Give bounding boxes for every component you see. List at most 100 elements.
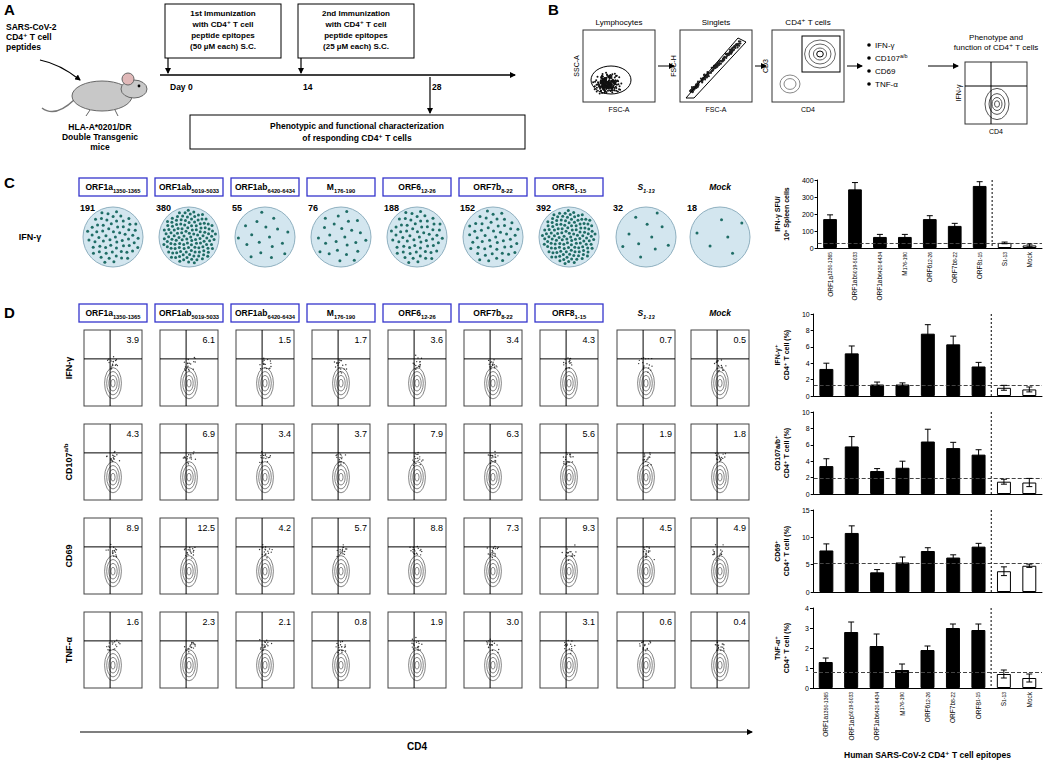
svg-text:7.9: 7.9 <box>430 429 443 439</box>
svg-text:ORF1a: ORF1a <box>827 276 834 297</box>
svg-text:IFN-γ: IFN-γ <box>955 84 963 102</box>
svg-text:5019-5033: 5019-5033 <box>848 692 854 716</box>
svg-text:6.3: 6.3 <box>506 429 519 439</box>
svg-text:6.9: 6.9 <box>202 429 215 439</box>
svg-text:200: 200 <box>802 211 814 218</box>
svg-text:Human SARS-CoV-2 CD4⁺ T cell e: Human SARS-CoV-2 CD4⁺ T cell epitopes <box>844 750 1011 760</box>
svg-text:2: 2 <box>805 645 809 652</box>
svg-text:400: 400 <box>802 177 814 184</box>
svg-text:14: 14 <box>303 82 313 92</box>
svg-text:300: 300 <box>802 194 814 201</box>
svg-text:FSC-H: FSC-H <box>670 55 677 76</box>
svg-text:M176-190: M176-190 <box>327 182 355 194</box>
svg-text:4: 4 <box>805 605 809 612</box>
svg-text:3.6: 3.6 <box>430 335 443 345</box>
svg-text:4: 4 <box>806 458 810 465</box>
svg-text:10⁶ Spleen cells: 10⁶ Spleen cells <box>783 187 791 241</box>
svg-text:C: C <box>4 174 15 191</box>
svg-text:100: 100 <box>802 228 814 235</box>
svg-text:2: 2 <box>806 474 810 481</box>
svg-text:8: 8 <box>806 425 810 432</box>
svg-text:ORF7b8-22: ORF7b8-22 <box>473 182 512 194</box>
svg-text:3.4: 3.4 <box>506 335 519 345</box>
svg-text:S: S <box>1000 701 1007 706</box>
svg-text:Mock: Mock <box>1026 251 1033 267</box>
svg-text:0.5: 0.5 <box>733 335 746 345</box>
svg-text:12-26: 12-26 <box>927 252 933 265</box>
svg-text:ORF1a1350-1365: ORF1a1350-1365 <box>86 182 142 194</box>
svg-text:CD69: CD69 <box>64 544 74 567</box>
svg-text:S: S <box>1001 261 1008 266</box>
svg-text:ORF8: ORF8 <box>976 262 983 280</box>
svg-text:1: 1 <box>805 665 809 672</box>
svg-text:ORF1a1350-1365: ORF1a1350-1365 <box>86 308 142 320</box>
svg-text:380: 380 <box>156 203 171 213</box>
svg-text:1.7: 1.7 <box>354 335 367 345</box>
svg-text:176-190: 176-190 <box>902 252 908 271</box>
svg-text:55: 55 <box>232 203 242 213</box>
svg-text:M: M <box>901 270 908 275</box>
svg-text:2.1: 2.1 <box>278 617 291 627</box>
svg-text:3: 3 <box>805 625 809 632</box>
svg-text:Double Transgenic: Double Transgenic <box>62 132 138 142</box>
svg-text:of responding CD4⁺ T cells: of responding CD4⁺ T cells <box>302 133 412 143</box>
svg-text:mice: mice <box>90 142 110 152</box>
svg-text:1-15: 1-15 <box>975 692 981 702</box>
svg-text:ORF81-15: ORF81-15 <box>552 308 587 320</box>
svg-text:peptides: peptides <box>6 42 41 52</box>
svg-text:6420-6434: 6420-6434 <box>877 252 883 276</box>
svg-text:5.6: 5.6 <box>582 429 595 439</box>
svg-text:4.9: 4.9 <box>733 523 746 533</box>
svg-text:7.3: 7.3 <box>506 523 519 533</box>
svg-text:(25 µM each) S.C.: (25 µM each) S.C. <box>323 42 389 51</box>
svg-text:A: A <box>4 1 15 18</box>
svg-text:8: 8 <box>806 327 810 334</box>
svg-text:0: 0 <box>810 245 814 252</box>
svg-text:CD4⁺ T cell (%): CD4⁺ T cell (%) <box>783 428 791 478</box>
svg-text:4.2: 4.2 <box>278 523 291 533</box>
svg-text:SSC-A: SSC-A <box>573 55 580 77</box>
svg-text:ORF1ab: ORF1ab <box>851 276 858 301</box>
svg-text:2.3: 2.3 <box>202 617 215 627</box>
svg-text:Phenotypic and functional char: Phenotypic and functional characterizati… <box>270 121 444 131</box>
svg-text:ORF1ab6420-6434: ORF1ab6420-6434 <box>235 308 296 320</box>
svg-text:9.3: 9.3 <box>582 523 595 533</box>
svg-text:S1-13: S1-13 <box>637 182 655 194</box>
svg-text:3.0: 3.0 <box>506 617 519 627</box>
svg-text:1-13: 1-13 <box>1002 252 1008 262</box>
svg-text:6.1: 6.1 <box>202 335 215 345</box>
svg-text:1-13: 1-13 <box>1001 692 1007 702</box>
svg-text:1.5: 1.5 <box>278 335 291 345</box>
svg-text:4.3: 4.3 <box>582 335 595 345</box>
svg-text:152: 152 <box>460 203 475 213</box>
svg-text:0.6: 0.6 <box>659 617 672 627</box>
svg-text:Phenotype and: Phenotype and <box>969 33 1023 42</box>
svg-text:M176-190: M176-190 <box>327 308 355 320</box>
svg-text:peptide epitopes: peptide epitopes <box>324 31 388 40</box>
svg-text:3.4: 3.4 <box>278 429 291 439</box>
svg-text:ORF1ab5019-5033: ORF1ab5019-5033 <box>159 182 219 194</box>
svg-text:IFN-γ: IFN-γ <box>64 357 74 380</box>
svg-text:Day 0: Day 0 <box>170 82 193 92</box>
svg-text:CD69: CD69 <box>875 67 896 76</box>
svg-text:6420-6434: 6420-6434 <box>874 692 880 716</box>
svg-text:TNF-α: TNF-α <box>64 637 74 663</box>
svg-text:0.4: 0.4 <box>733 617 746 627</box>
svg-text:ORF7b: ORF7b <box>951 262 958 283</box>
svg-text:0.7: 0.7 <box>659 335 672 345</box>
svg-text:0.8: 0.8 <box>354 617 367 627</box>
svg-text:Lymphocytes: Lymphocytes <box>596 18 643 27</box>
svg-text:1.9: 1.9 <box>659 429 672 439</box>
svg-text:12.5: 12.5 <box>197 523 215 533</box>
svg-text:B: B <box>548 1 559 18</box>
svg-text:1.9: 1.9 <box>430 617 443 627</box>
svg-text:TNF-α⁺: TNF-α⁺ <box>774 636 781 660</box>
svg-text:4.5: 4.5 <box>659 523 672 533</box>
svg-text:ORF1ab6420-6434: ORF1ab6420-6434 <box>235 182 296 194</box>
svg-text:ORF6: ORF6 <box>924 704 931 722</box>
svg-text:CD4⁺ T cells: CD4⁺ T cells <box>785 18 830 27</box>
svg-text:10: 10 <box>802 409 810 416</box>
svg-text:CD4⁺ T cell (%): CD4⁺ T cell (%) <box>783 623 791 673</box>
svg-text:8-22: 8-22 <box>950 692 956 702</box>
svg-text:10: 10 <box>802 534 810 541</box>
